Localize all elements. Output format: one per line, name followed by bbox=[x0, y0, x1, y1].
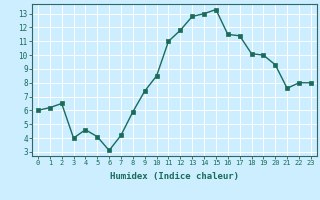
X-axis label: Humidex (Indice chaleur): Humidex (Indice chaleur) bbox=[110, 172, 239, 181]
